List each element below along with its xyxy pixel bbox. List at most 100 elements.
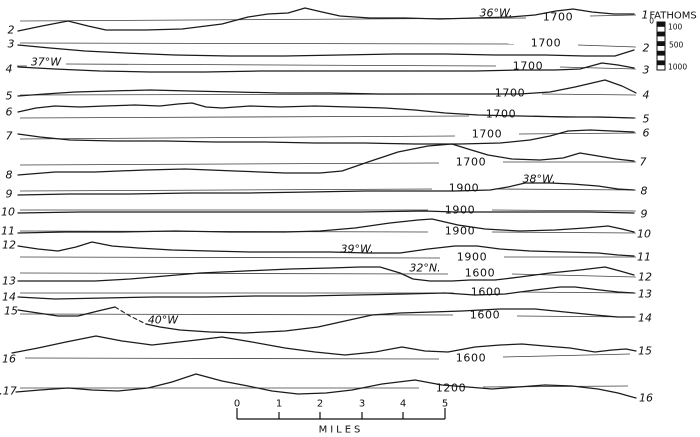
profile-line-1 xyxy=(17,7,635,32)
profile-left-label-7: 7 xyxy=(6,130,13,143)
reference-line-16 xyxy=(482,385,629,388)
profile-line-16 xyxy=(15,373,637,399)
geo-label-39w: 39°W. xyxy=(341,243,374,256)
profile-right-label-9: 9 xyxy=(641,208,648,221)
mile-tick-label-4: 4 xyxy=(400,399,406,410)
profile-left-label-2: 2 xyxy=(8,24,15,37)
reference-line-15 xyxy=(24,357,440,360)
profile-left-label-11: 11 xyxy=(1,225,15,238)
reference-line-6 xyxy=(19,135,456,140)
profile-left-label-5: 5 xyxy=(6,90,13,103)
reference-line-6 xyxy=(518,132,637,135)
profile-left-label-12: 12 xyxy=(2,239,16,252)
profile-line-7 xyxy=(17,143,635,176)
profile-right-label-12: 12 xyxy=(638,271,652,284)
profile-left-label-9: 9 xyxy=(6,188,13,201)
profile-line-9 xyxy=(17,210,635,214)
profile-right-label-3: 3 xyxy=(643,64,650,77)
depth-label-12: 1600 xyxy=(465,267,495,280)
depth-label-15: 1600 xyxy=(456,352,486,365)
profile-right-label-13: 13 xyxy=(638,288,652,301)
profile-right-label-4: 4 xyxy=(643,89,650,102)
profile-right-label-1: 1 xyxy=(642,9,649,22)
profile-line-14 xyxy=(114,306,147,325)
profile-line-13 xyxy=(17,286,635,300)
profile-right-label-6: 6 xyxy=(643,127,650,140)
profile-right-label-2: 2 xyxy=(643,42,650,55)
mile-tick-label-0: 0 xyxy=(234,399,240,410)
depth-label-5: 1700 xyxy=(486,108,516,121)
reference-line-15 xyxy=(502,353,631,358)
reference-line-9 xyxy=(491,209,637,212)
profile-right-label-15: 15 xyxy=(638,345,652,358)
depth-label-10: 1900 xyxy=(445,225,475,238)
reference-line-12 xyxy=(19,272,449,275)
fathoms-tick-label-100: 100 xyxy=(668,23,683,32)
mile-tick-label-2: 2 xyxy=(317,399,323,410)
profile-line-10 xyxy=(17,218,635,234)
fathoms-scale-title: FATHOMS xyxy=(649,11,696,22)
profile-line-3 xyxy=(17,62,635,73)
profile-line-5 xyxy=(17,102,635,119)
fathoms-scale-bar-segment xyxy=(657,60,665,66)
profile-left-label-3: 3 xyxy=(8,38,15,51)
profile-left-label-6: 6 xyxy=(6,106,13,119)
reference-line-11 xyxy=(19,256,441,259)
depth-label-14: 1600 xyxy=(470,309,500,322)
reference-line-3 xyxy=(559,66,637,70)
profile-line-14 xyxy=(145,308,635,334)
profile-line-15 xyxy=(11,335,637,356)
depth-label-11: 1900 xyxy=(457,251,487,264)
fathoms-scale-bar-segment xyxy=(657,22,665,27)
reference-line-8 xyxy=(495,188,637,191)
profile-line-11 xyxy=(17,241,635,257)
profile-line-6 xyxy=(17,129,635,145)
profile-left-label-15: 15 xyxy=(4,305,18,318)
profile-line-12 xyxy=(17,266,635,282)
fathoms-scale-bar-segment xyxy=(657,31,665,37)
depth-label-13: 1600 xyxy=(471,286,501,299)
profile-left-label-10: 10 xyxy=(1,206,15,219)
profile-line-14 xyxy=(17,306,116,317)
depth-label-9: 1900 xyxy=(445,204,475,217)
reference-line-8 xyxy=(19,188,433,192)
profile-line-4 xyxy=(17,79,637,97)
profile-left-label-16: 16 xyxy=(2,353,16,366)
profile-right-label-8: 8 xyxy=(641,185,648,198)
profile-right-label-16: 16 xyxy=(639,392,653,405)
reference-line-13 xyxy=(517,291,637,294)
profile-left-label-13: 13 xyxy=(2,275,16,288)
profile-line-8 xyxy=(17,182,635,196)
profile-left-label-17: .17 xyxy=(0,385,17,398)
reference-line-2 xyxy=(577,44,637,48)
reference-line-3 xyxy=(65,63,497,67)
geo-label-32n: 32°N. xyxy=(409,262,440,275)
depth-label-7: 1700 xyxy=(456,156,486,169)
depth-label-16: 1200 xyxy=(436,382,466,395)
reference-line-12 xyxy=(511,273,637,278)
profile-left-label-14: 14 xyxy=(2,291,16,304)
mile-tick-label-3: 3 xyxy=(359,399,365,410)
mile-tick-label-5: 5 xyxy=(442,399,448,410)
depth-label-2: 1700 xyxy=(531,37,561,50)
profile-right-label-7: 7 xyxy=(640,156,647,169)
fathoms-scale-bar-segment xyxy=(657,41,665,46)
mile-tick-label-1: 1 xyxy=(276,399,282,410)
reference-line-2 xyxy=(19,42,515,45)
profile-right-label-11: 11 xyxy=(637,251,651,264)
reference-line-7 xyxy=(19,162,440,166)
profile-right-label-5: 5 xyxy=(643,113,650,126)
profile-right-label-14: 14 xyxy=(638,312,652,325)
fathoms-tick-label-500: 500 xyxy=(669,41,684,50)
depth-label-6: 1700 xyxy=(472,128,502,141)
fathoms-scale-bar-segment xyxy=(657,50,665,56)
profile-line-2 xyxy=(17,44,635,57)
profile-left-label-8: 8 xyxy=(6,169,13,182)
geo-label-37w: 37°W xyxy=(31,56,62,69)
fathoms-tick-label-0: 0 xyxy=(649,17,654,26)
depth-label-1: 1700 xyxy=(543,11,573,24)
reference-line-10 xyxy=(491,231,637,234)
